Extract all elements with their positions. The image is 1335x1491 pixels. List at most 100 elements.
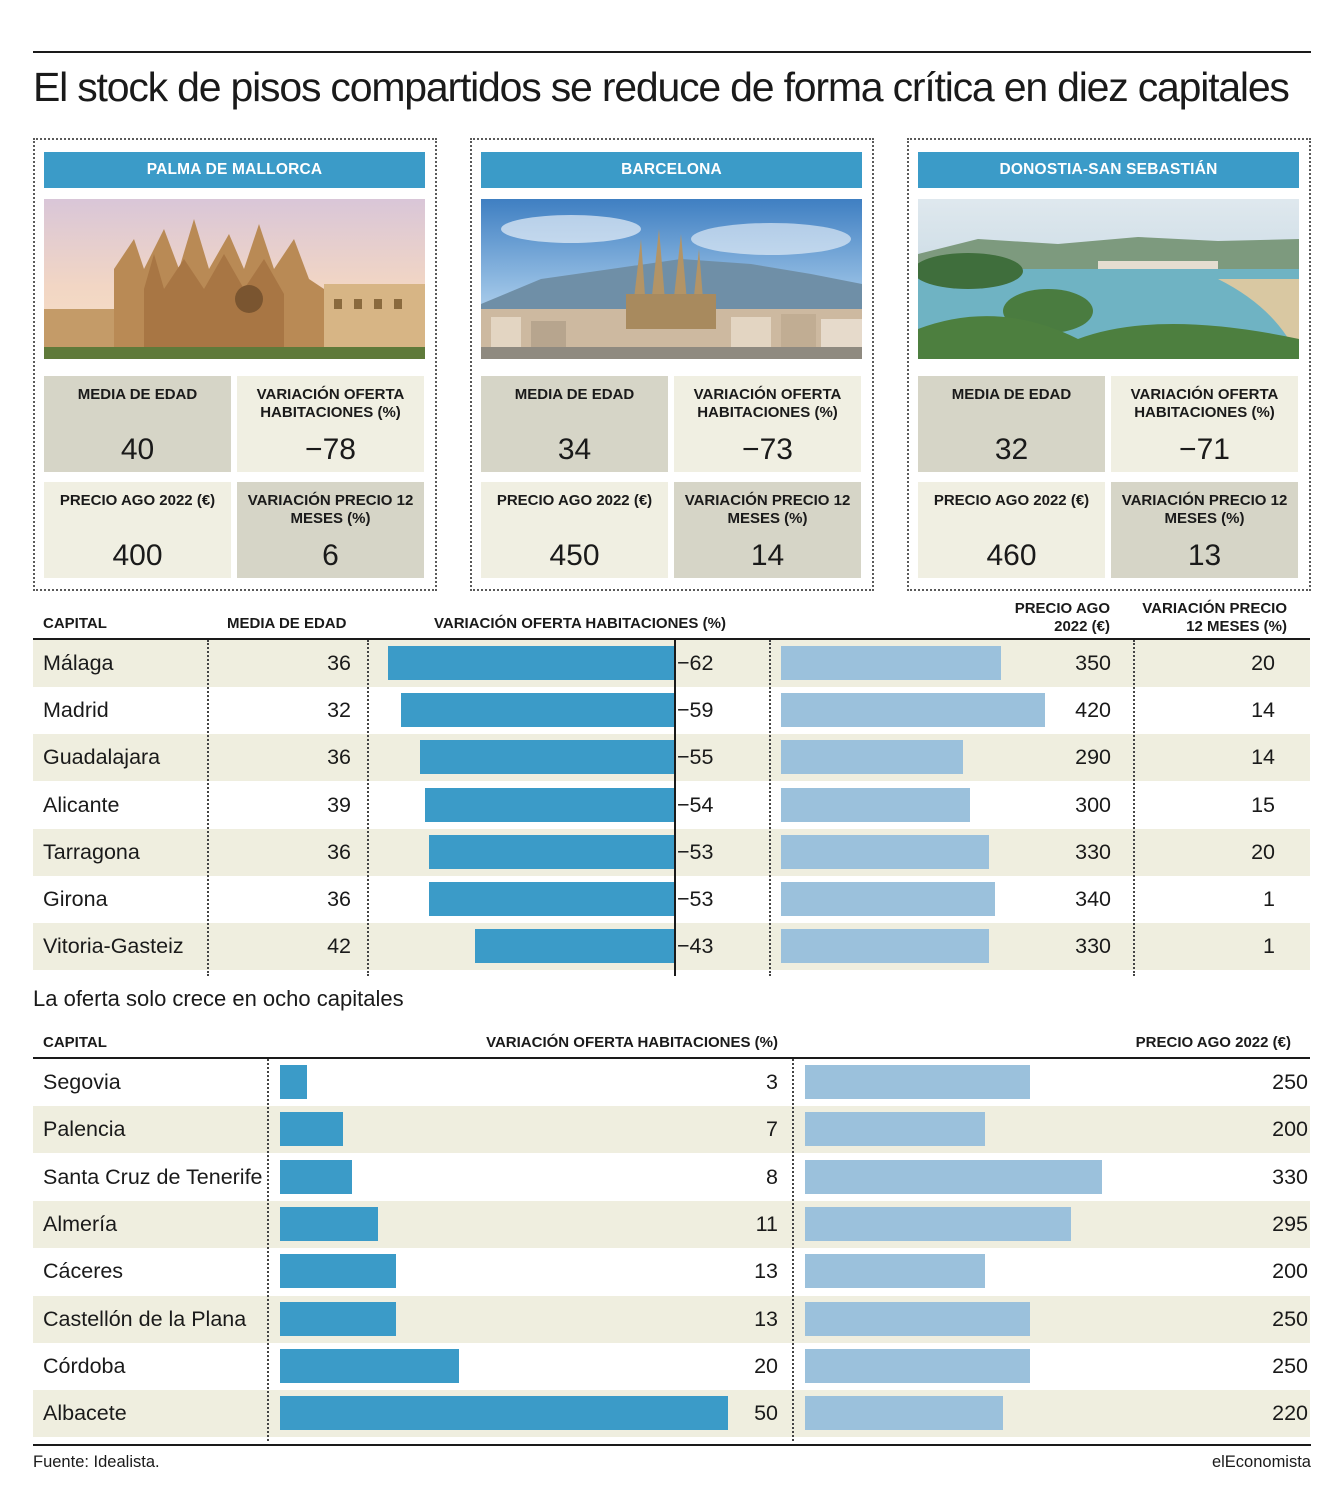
city-card-donostia: DONOSTIA-SAN SEBASTIÁN MEDIA DE EDAD 32 … <box>907 138 1311 591</box>
oferta-bar <box>280 1254 397 1289</box>
table2-header-rule <box>33 1057 1310 1059</box>
stat-value: 14 <box>750 539 785 572</box>
precio-bar <box>805 1206 1071 1241</box>
row-capital: Cáceres <box>43 1259 124 1284</box>
oferta-bar <box>280 1301 397 1336</box>
column-divider <box>769 640 771 977</box>
precio-value: 250 <box>1272 1306 1308 1331</box>
oferta-value: 13 <box>754 1306 778 1331</box>
bottom-rule <box>33 1444 1311 1446</box>
zero-axis <box>674 640 676 977</box>
row-capital: Almería <box>43 1211 118 1236</box>
column-divider <box>367 640 369 977</box>
precio-value: 350 <box>1075 651 1111 675</box>
precio-bar <box>805 1159 1102 1194</box>
stat-label: VARIACIÓN PRECIO 12 MESES (%) <box>247 492 414 527</box>
precio-bar <box>805 1065 1030 1099</box>
col-header-line: PRECIO AGO <box>1014 600 1110 617</box>
oferta-value: −53 <box>677 887 714 911</box>
oferta-value: −53 <box>677 839 714 864</box>
col-header-capital: CAPITAL <box>43 615 107 632</box>
stat-value: 6 <box>322 539 339 572</box>
oferta-bar <box>280 1065 307 1099</box>
row-capital: Alicante <box>43 792 120 817</box>
oferta-value: 13 <box>754 1259 778 1284</box>
precio-bar <box>781 787 970 822</box>
variacion-precio-value: 15 <box>1251 792 1275 817</box>
oferta-value: −54 <box>677 792 714 817</box>
stat-label: PRECIO AGO 2022 (€) <box>496 492 653 509</box>
variacion-precio-value: 20 <box>1251 651 1275 675</box>
oferta-bar <box>280 1348 459 1383</box>
stat-label: VARIACIÓN PRECIO 12 MESES (%) <box>1121 492 1288 527</box>
stat-value: −71 <box>1179 433 1230 466</box>
stat-variacion-oferta: VARIACIÓN OFERTA HABITACIONES (%) −71 <box>1111 376 1298 472</box>
precio-value: 290 <box>1075 745 1111 770</box>
stat-media-edad: MEDIA DE EDAD 32 <box>918 376 1105 472</box>
row-capital: Palencia <box>43 1117 126 1142</box>
stat-value: 34 <box>557 433 592 466</box>
precio-bar <box>781 929 989 964</box>
row-capital: Córdoba <box>43 1353 126 1378</box>
oferta-value: −43 <box>677 934 714 959</box>
precio-bar <box>781 740 964 775</box>
precio-value: 220 <box>1272 1401 1308 1426</box>
precio-bar <box>805 1301 1030 1336</box>
col-header-line: VARIACIÓN PRECIO <box>1142 600 1287 617</box>
row-capital: Madrid <box>43 698 109 723</box>
stat-label: VARIACIÓN PRECIO 12 MESES (%) <box>684 492 851 527</box>
col-header-media-edad: MEDIA DE EDAD <box>227 615 347 632</box>
oferta-value: 8 <box>766 1164 778 1189</box>
stat-value: −78 <box>305 433 356 466</box>
oferta-value: 3 <box>766 1070 778 1094</box>
column-divider <box>792 1059 794 1442</box>
oferta-bar <box>475 929 674 964</box>
variacion-precio-value: 14 <box>1251 745 1275 770</box>
stat-value: 450 <box>549 539 600 572</box>
oferta-bar <box>419 740 674 775</box>
la-concha-bay-photo <box>918 199 1299 359</box>
row-capital: Castellón de la Plana <box>43 1306 247 1331</box>
row-capital: Vitoria-Gasteiz <box>43 934 184 959</box>
precio-bar <box>805 1254 985 1289</box>
oferta-bar <box>429 834 674 869</box>
oferta-value: −59 <box>677 698 714 723</box>
oferta-value: 20 <box>754 1353 778 1378</box>
variacion-precio-value: 14 <box>1251 698 1275 723</box>
row-capital: Segovia <box>43 1070 121 1094</box>
row-capital: Tarragona <box>43 839 140 864</box>
precio-value: 420 <box>1075 698 1111 723</box>
precio-bar <box>805 1396 1003 1431</box>
row-media-edad: 36 <box>327 651 351 675</box>
stat-precio: PRECIO AGO 2022 (€) 400 <box>44 482 231 578</box>
stat-media-edad: MEDIA DE EDAD 34 <box>481 376 668 472</box>
stat-label: VARIACIÓN OFERTA HABITACIONES (%) <box>1130 386 1279 421</box>
stat-variacion-precio: VARIACIÓN PRECIO 12 MESES (%) 6 <box>237 482 424 578</box>
table-row: Segovia 3 250 <box>33 1059 1310 1106</box>
table-row: Córdoba 20 250 <box>33 1343 1310 1390</box>
top-rule <box>33 51 1311 53</box>
column-divider <box>1133 640 1135 977</box>
stat-label: PRECIO AGO 2022 (€) <box>59 492 216 509</box>
oferta-value: 50 <box>754 1401 778 1426</box>
source-note: Fuente: Idealista. <box>33 1453 160 1471</box>
col-header-precio: PRECIO AGO 2022 (€) <box>1135 1034 1291 1051</box>
row-capital: Guadalajara <box>43 745 161 770</box>
stat-label: MEDIA DE EDAD <box>77 386 198 403</box>
col-header-line: 2022 (€) <box>1054 618 1110 635</box>
table2-subtitle: La oferta solo crece en ocho capitales <box>33 986 404 1011</box>
precio-value: 340 <box>1075 887 1111 911</box>
table-row: Cáceres 13 200 <box>33 1248 1310 1295</box>
sagrada-familia-photo <box>481 199 862 359</box>
stat-label: MEDIA DE EDAD <box>514 386 635 403</box>
city-card-palma: PALMA DE MALLORCA MEDIA DE EDAD 40 VARIA… <box>33 138 437 591</box>
precio-value: 330 <box>1075 839 1111 864</box>
oferta-bar <box>280 1112 343 1147</box>
stat-value: 32 <box>994 433 1029 466</box>
col-header-line: 12 MESES (%) <box>1186 618 1287 635</box>
col-header-precio: PRECIO AGO 2022 (€) <box>970 600 1110 636</box>
column-divider <box>267 1059 269 1442</box>
oferta-value: −62 <box>677 651 714 675</box>
stat-value: 40 <box>120 433 155 466</box>
row-media-edad: 36 <box>327 887 351 911</box>
